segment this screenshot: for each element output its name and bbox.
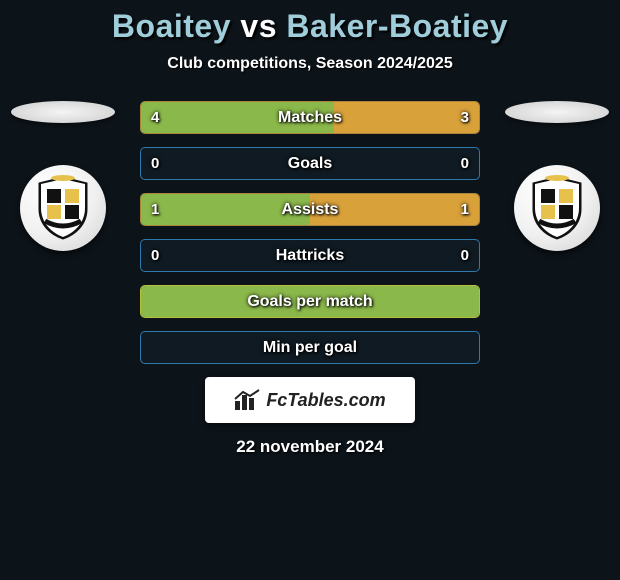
player2-avatar-slot xyxy=(502,101,612,251)
player1-club-crest xyxy=(20,165,106,251)
brand-badge[interactable]: FcTables.com xyxy=(205,377,415,423)
player2-club-crest xyxy=(514,165,600,251)
stat-value-right: 0 xyxy=(461,148,469,179)
player1-name: Boaitey xyxy=(112,8,231,44)
stat-row: Min per goal xyxy=(140,331,480,364)
stat-label: Assists xyxy=(282,201,339,218)
stat-label: Goals per match xyxy=(247,293,372,310)
stat-value-left: 0 xyxy=(151,240,159,271)
stat-value-left: 0 xyxy=(151,148,159,179)
bars-icon xyxy=(234,389,260,411)
player2-name: Baker-Boatiey xyxy=(286,8,508,44)
brand-text: FcTables.com xyxy=(266,390,385,411)
stat-label: Hattricks xyxy=(276,247,344,264)
stat-bars: 4 3 Matches 0 0 Goals 1 1 Assists 0 0 Hattricks Goal… xyxy=(140,101,480,364)
stat-fill-right xyxy=(334,102,479,133)
stat-row: Goals per match xyxy=(140,285,480,318)
comparison-arena: 4 3 Matches 0 0 Goals 1 1 Assists 0 0 Hattricks Goal… xyxy=(0,101,620,364)
player1-avatar-slot xyxy=(8,101,118,251)
stat-row: 4 3 Matches xyxy=(140,101,480,134)
footer-date: 22 november 2024 xyxy=(0,437,620,457)
stat-label: Min per goal xyxy=(263,339,357,356)
stat-value-right: 1 xyxy=(461,194,469,225)
stat-label: Goals xyxy=(288,155,332,172)
comparison-subtitle: Club competitions, Season 2024/2025 xyxy=(0,55,620,73)
shield-icon xyxy=(35,175,91,241)
stat-value-right: 3 xyxy=(461,102,469,133)
stat-value-left: 1 xyxy=(151,194,159,225)
shield-icon xyxy=(529,175,585,241)
stat-value-right: 0 xyxy=(461,240,469,271)
stat-row: 1 1 Assists xyxy=(140,193,480,226)
player1-placeholder-oval xyxy=(11,101,115,123)
stat-row: 0 0 Goals xyxy=(140,147,480,180)
stat-label: Matches xyxy=(278,109,342,126)
player2-placeholder-oval xyxy=(505,101,609,123)
comparison-title: Boaitey vs Baker-Boatiey xyxy=(0,0,620,45)
stat-row: 0 0 Hattricks xyxy=(140,239,480,272)
vs-label: vs xyxy=(240,8,277,44)
stat-value-left: 4 xyxy=(151,102,159,133)
